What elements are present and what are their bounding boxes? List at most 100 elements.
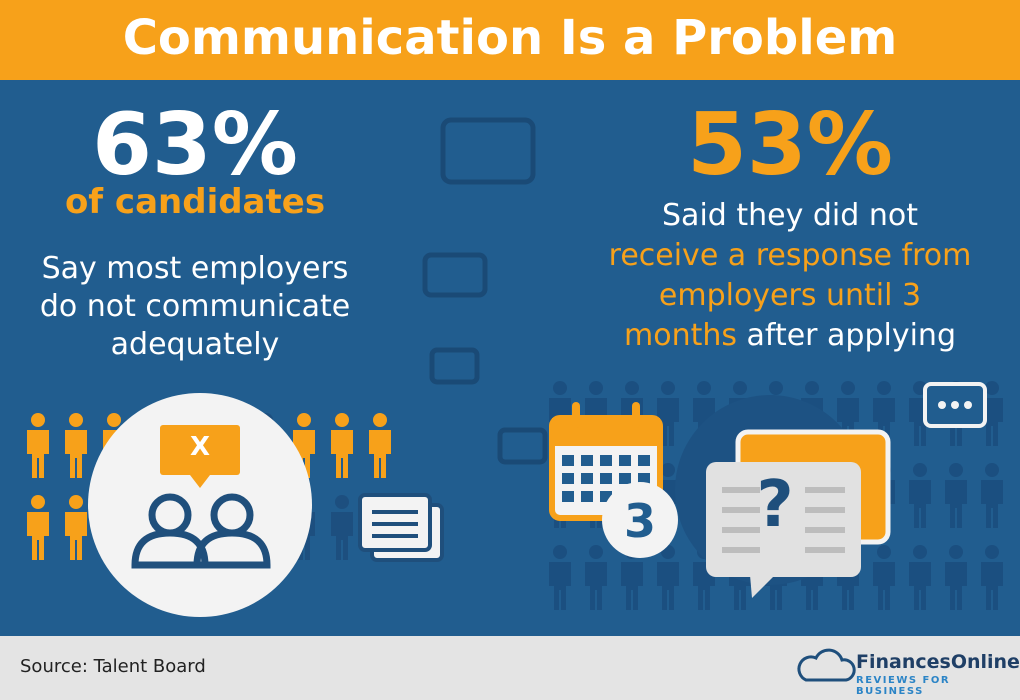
body <box>981 480 1003 528</box>
circle <box>88 393 312 617</box>
body <box>65 512 87 560</box>
user-icons <box>131 493 271 569</box>
head <box>877 545 891 559</box>
calendar-cell <box>581 491 593 502</box>
bubble-tail <box>190 475 210 488</box>
description: Said they did not receive a response fro… <box>560 196 1020 356</box>
number-circle <box>602 482 678 558</box>
body <box>657 562 679 610</box>
head <box>913 545 927 559</box>
head <box>373 413 387 427</box>
body <box>27 430 49 478</box>
text: after applying <box>746 318 956 353</box>
head <box>769 381 783 395</box>
head <box>661 463 675 477</box>
calendar-cell <box>562 455 574 466</box>
head <box>877 381 891 395</box>
head <box>297 413 311 427</box>
calendar-cell <box>600 491 612 502</box>
head <box>31 413 45 427</box>
tagline: REVIEWS FOR BUSINESS <box>856 675 951 697</box>
calendar-cell <box>581 473 593 484</box>
calendar-number: 3 <box>623 494 656 548</box>
head <box>335 413 349 427</box>
body <box>909 480 931 528</box>
person <box>945 463 967 528</box>
calendar-cell <box>600 473 612 484</box>
calendar-cell <box>638 473 650 484</box>
source: Source: Talent Board <box>20 656 206 677</box>
calendar-cell <box>600 455 612 466</box>
body <box>945 480 967 528</box>
body <box>331 512 353 560</box>
head <box>589 545 603 559</box>
body <box>585 562 607 610</box>
highlight: months <box>623 318 737 353</box>
person <box>981 545 1003 610</box>
footer-bar <box>0 636 1020 700</box>
body <box>621 562 643 610</box>
line: receive a response from <box>608 238 972 273</box>
person <box>657 381 679 446</box>
person <box>981 463 1003 528</box>
head <box>69 413 83 427</box>
head <box>949 545 963 559</box>
body <box>549 562 571 610</box>
person <box>331 413 353 478</box>
person <box>65 413 87 478</box>
calendar-cell <box>619 473 631 484</box>
head <box>805 381 819 395</box>
person <box>585 545 607 610</box>
stat: 53% <box>687 95 893 195</box>
body <box>27 512 49 560</box>
calendar-cell <box>638 455 650 466</box>
title-bar <box>0 0 1020 80</box>
calendar-cell <box>562 491 574 502</box>
head <box>697 381 711 395</box>
head <box>913 463 927 477</box>
line: employers until 3 <box>658 278 922 313</box>
body <box>873 562 895 610</box>
head <box>841 381 855 395</box>
head <box>553 381 567 395</box>
chat-icon <box>358 493 444 562</box>
head <box>985 463 999 477</box>
person <box>549 545 571 610</box>
body <box>945 562 967 610</box>
person <box>27 413 49 478</box>
subject: of candidates <box>64 182 326 222</box>
body <box>65 430 87 478</box>
speech-bubble <box>160 425 240 475</box>
head <box>69 495 83 509</box>
bubble-text: X <box>189 432 211 462</box>
line: Say most employers <box>41 251 349 286</box>
head <box>661 381 675 395</box>
head <box>31 495 45 509</box>
head <box>625 381 639 395</box>
calendar-top <box>552 418 660 446</box>
calendar-ring <box>632 402 640 428</box>
body <box>909 562 931 610</box>
person <box>27 495 49 560</box>
body <box>981 562 1003 610</box>
head <box>335 495 349 509</box>
logo-icon <box>797 648 856 682</box>
person <box>945 545 967 610</box>
calendar-cell <box>581 455 593 466</box>
calendar-cell <box>562 473 574 484</box>
head <box>553 545 567 559</box>
line: do not communicate <box>39 289 351 324</box>
head <box>733 381 747 395</box>
calendar-ring <box>572 402 580 428</box>
brand: FinancesOnline <box>856 651 1020 673</box>
head <box>949 463 963 477</box>
title: Communication Is a Problem <box>122 10 898 66</box>
stat: 63% <box>92 95 298 195</box>
body <box>369 430 391 478</box>
head <box>589 381 603 395</box>
calendar-cell <box>619 455 631 466</box>
head <box>107 413 121 427</box>
chat-icon <box>923 382 987 428</box>
